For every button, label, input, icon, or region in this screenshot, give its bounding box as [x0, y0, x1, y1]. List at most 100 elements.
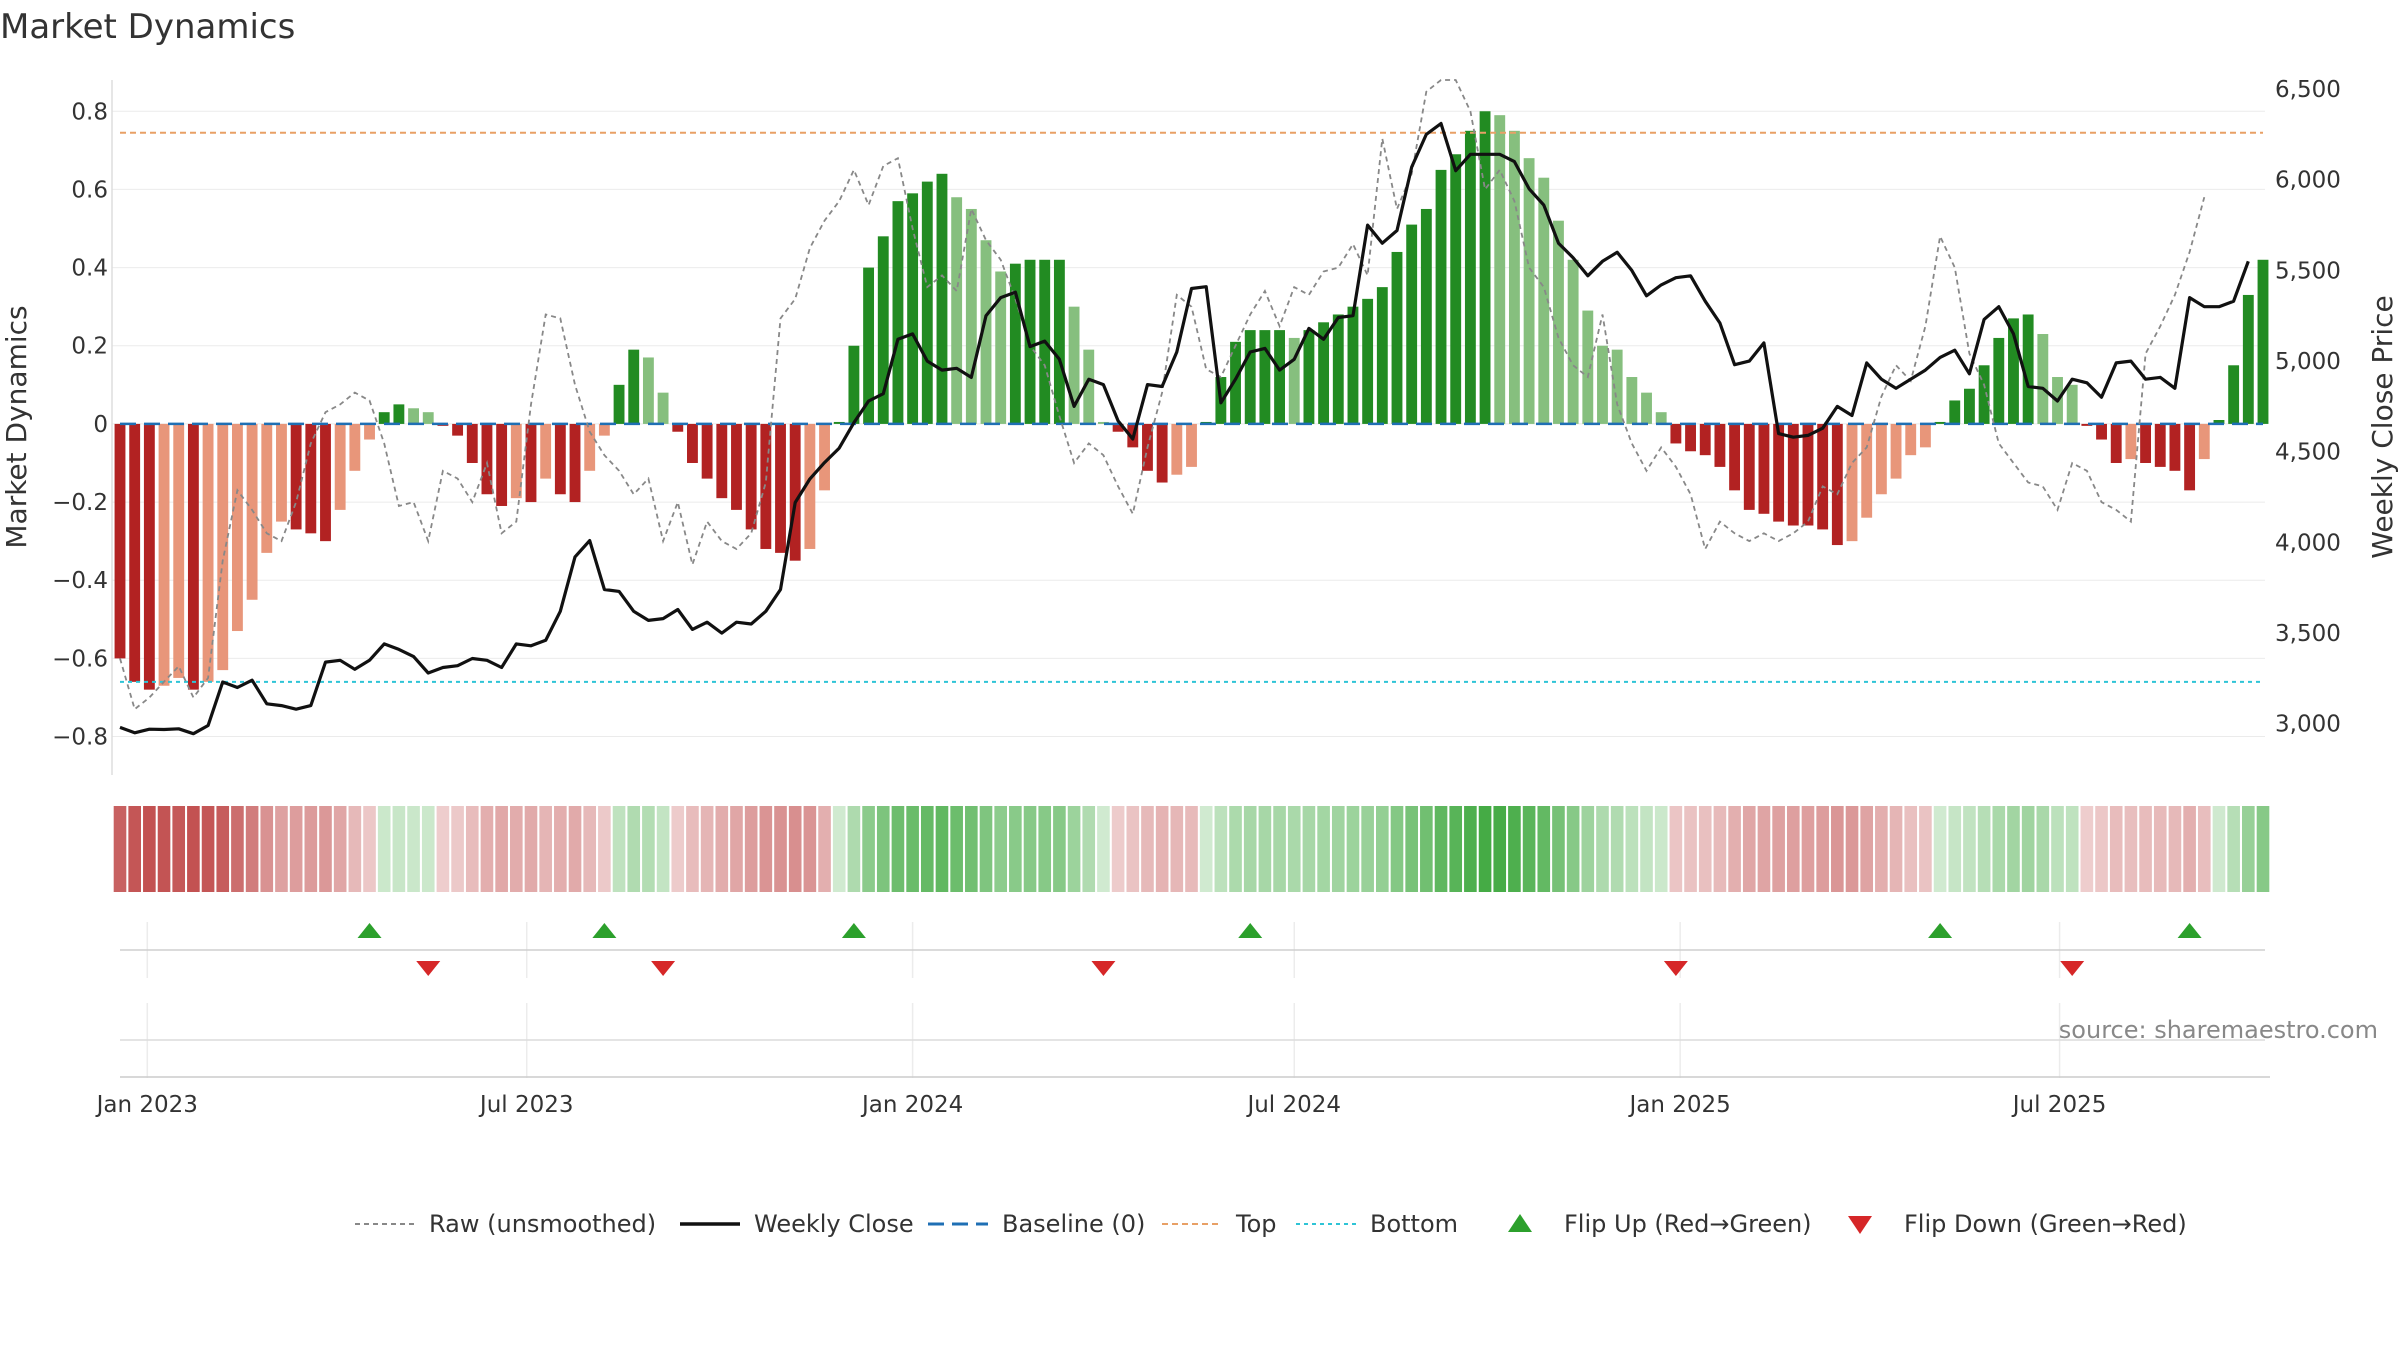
strip-cell — [216, 806, 230, 892]
bar — [1420, 208, 1432, 424]
strip-cell — [1302, 806, 1316, 892]
bar — [1362, 298, 1374, 424]
strip-cell — [1772, 806, 1785, 892]
y-tick-label: 0.8 — [71, 99, 108, 125]
legend-label: Flip Down (Green→Red) — [1904, 1210, 2187, 1238]
strip-cell — [730, 806, 743, 892]
strip-cell — [1904, 806, 1918, 892]
strip-cell — [348, 806, 362, 892]
bar — [2242, 294, 2254, 424]
bar — [2213, 420, 2225, 424]
bar — [1318, 322, 1330, 424]
bar — [613, 384, 625, 424]
strip-cell — [1757, 806, 1771, 892]
bar — [2066, 384, 2078, 424]
strip-cell — [1493, 806, 1507, 892]
bar — [1949, 400, 1961, 424]
legend-swatch — [1848, 1216, 1872, 1234]
strip-cell — [744, 806, 758, 892]
strip-cell — [1889, 806, 1903, 892]
strip-cell — [759, 806, 773, 892]
flip-up-marker — [357, 923, 382, 938]
strip-cell — [1420, 806, 1433, 892]
strip-cell — [2168, 806, 2182, 892]
y-tick-label: −0.6 — [52, 646, 108, 672]
bar — [819, 423, 830, 491]
bar — [687, 423, 698, 463]
bar — [569, 423, 581, 503]
strip-cell — [2065, 806, 2079, 892]
strip-cell — [1713, 806, 1727, 892]
strip-cell — [2242, 806, 2255, 892]
bar — [422, 412, 434, 424]
bar — [701, 423, 713, 479]
strip-cell — [1126, 806, 1140, 892]
strip-cell — [128, 806, 141, 892]
bar — [628, 349, 640, 424]
bar — [951, 197, 963, 424]
strip-cell — [1581, 806, 1595, 892]
bar — [1773, 423, 1785, 522]
bar — [2140, 423, 2152, 463]
bar — [554, 423, 566, 495]
strip-cell — [1816, 806, 1829, 892]
bar — [2125, 423, 2137, 460]
strip-cell — [583, 806, 597, 892]
strip-cell — [1390, 806, 1404, 892]
bar — [833, 421, 845, 424]
strip-cell — [1933, 806, 1947, 892]
bar — [1611, 349, 1623, 424]
strip-cell — [2197, 806, 2211, 892]
strip-cell — [862, 806, 875, 892]
bar — [892, 201, 904, 424]
bar — [187, 423, 199, 690]
bar — [921, 181, 933, 424]
strip-cell — [1273, 806, 1286, 892]
bar — [2110, 423, 2122, 463]
legend-label: Top — [1235, 1210, 1277, 1238]
strip-cell — [803, 806, 817, 892]
bar — [1391, 251, 1403, 424]
legend-swatch — [1508, 1214, 1532, 1232]
strip-cell — [172, 806, 186, 892]
bar — [129, 423, 141, 682]
strip-cell — [275, 806, 288, 892]
price-lines — [119, 79, 2250, 736]
bar — [1875, 423, 1887, 495]
bar — [1802, 423, 1814, 526]
bar — [1743, 423, 1755, 510]
strip-cell — [407, 806, 420, 892]
bar — [863, 267, 875, 424]
bar — [1538, 177, 1550, 424]
strip-cell — [1287, 806, 1301, 892]
x-tick-label: Jul 2023 — [478, 1092, 574, 1118]
strip-cell — [1009, 806, 1022, 892]
bar — [1376, 287, 1388, 424]
y2-tick-label: 3,500 — [2275, 621, 2341, 647]
strip-cell — [1508, 806, 1521, 892]
strip-cell — [1654, 806, 1668, 892]
strip-cell — [1801, 806, 1815, 892]
y-tick-label: −0.8 — [52, 725, 108, 751]
strip-cell — [935, 806, 949, 892]
bar — [2228, 365, 2240, 424]
bar — [760, 423, 772, 549]
strip-cell — [1376, 806, 1389, 892]
strip-cell — [627, 806, 641, 892]
flip-down-marker — [1663, 961, 1688, 976]
strip-cell — [465, 806, 479, 892]
bar — [848, 345, 860, 424]
bar — [1171, 423, 1183, 475]
bar — [2008, 318, 2019, 424]
bar — [965, 208, 977, 424]
bar — [364, 423, 375, 440]
strip-cell — [1170, 806, 1184, 892]
bar — [1553, 220, 1564, 424]
strip-cell — [1111, 806, 1125, 892]
strip-cell — [245, 806, 259, 892]
bar — [2022, 314, 2034, 424]
strip-cell — [598, 806, 611, 892]
bar — [1435, 169, 1447, 424]
bar — [1964, 388, 1975, 424]
bar — [173, 423, 185, 678]
